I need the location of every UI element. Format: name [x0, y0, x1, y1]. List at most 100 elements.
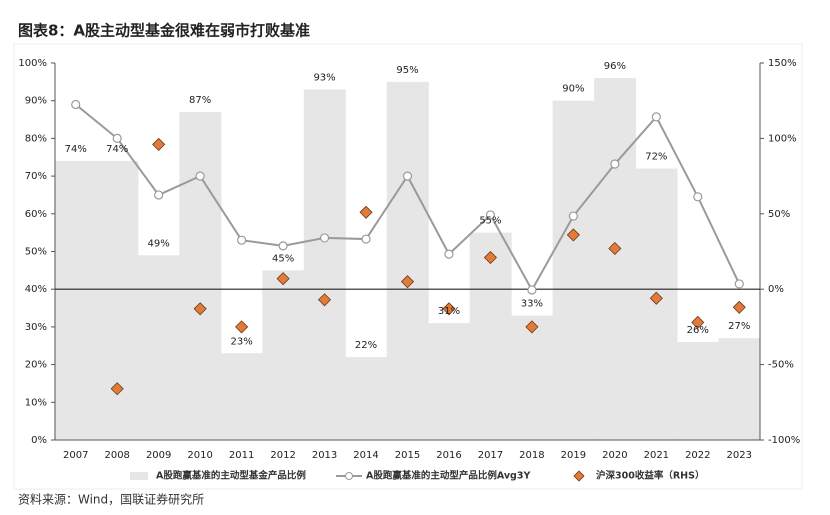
y2-tick-label: 100% — [768, 133, 797, 144]
diamond — [566, 228, 580, 242]
line-point — [278, 241, 288, 251]
source: 资料来源：Wind，国联证券研究所 — [18, 492, 204, 507]
y-tick-label: 0% — [31, 435, 47, 446]
bar — [220, 353, 263, 440]
x-tick-label: 2013 — [312, 450, 337, 461]
lines — [71, 99, 744, 295]
y2-tick-label: -50% — [768, 360, 794, 371]
x-tick-label: 2014 — [353, 450, 378, 461]
diamond — [442, 302, 456, 316]
data-label: 55% — [479, 216, 501, 227]
diamond — [359, 205, 373, 219]
line-point — [402, 171, 413, 181]
bar — [345, 357, 388, 440]
x-tick-label: 2012 — [270, 450, 295, 461]
frame — [13, 43, 803, 490]
bar — [677, 341, 720, 440]
bar — [262, 270, 305, 440]
y-tick-label: 10% — [25, 397, 47, 408]
line-point — [734, 279, 744, 289]
bar — [718, 338, 761, 440]
x-tick-label: 2017 — [478, 450, 503, 461]
x-tick-label: 2020 — [602, 450, 627, 461]
legend-swatch — [130, 472, 148, 480]
line-point — [693, 192, 703, 202]
line-point — [527, 285, 537, 295]
data-label: 22% — [355, 340, 377, 351]
x-tick-label: 2007 — [63, 450, 88, 461]
data-label: 96% — [604, 61, 626, 72]
line-point — [154, 190, 164, 200]
data-label: 72% — [645, 152, 667, 163]
line-point — [610, 159, 620, 169]
legend-swatch — [573, 470, 585, 482]
x-tick-label: 2016 — [436, 450, 461, 461]
data-label: 27% — [728, 321, 750, 332]
diamond — [649, 291, 663, 305]
diamond — [110, 382, 124, 396]
data-label: 87% — [189, 95, 211, 106]
y-tick-label: 100% — [18, 58, 47, 69]
line-point — [651, 112, 661, 122]
data-label: 95% — [396, 65, 418, 76]
x-tick-label: 2018 — [519, 450, 544, 461]
line-point — [319, 233, 330, 243]
diamond — [691, 315, 705, 329]
x-tick-label: 2015 — [395, 450, 420, 461]
line-point — [485, 210, 496, 220]
x-tick-label: 2021 — [644, 450, 669, 461]
diamond — [483, 250, 498, 265]
bar — [96, 161, 139, 440]
line-point — [237, 235, 247, 245]
x-tick-label: 2011 — [229, 450, 254, 461]
diamond — [235, 320, 249, 334]
x-tick-label: 2019 — [561, 450, 586, 461]
y2-tick-label: 50% — [768, 209, 790, 220]
diamond — [276, 272, 290, 286]
x-tick-label: 2010 — [187, 450, 212, 461]
legend-swatch — [345, 472, 353, 480]
legend-label: A股跑赢基准的主动型产品比例Avg3Y — [366, 470, 530, 482]
data-label: 33% — [521, 299, 543, 310]
data-label: 31% — [438, 306, 460, 317]
bar — [55, 161, 97, 440]
bars — [55, 78, 761, 440]
diamond — [400, 275, 415, 289]
x-tick-label: 2008 — [104, 450, 129, 461]
y2-tick-label: 150% — [768, 58, 797, 69]
y-tick-label: 70% — [25, 171, 47, 182]
line-point — [71, 99, 81, 110]
axes: 0% 10% 20% 30% 40% 50% 60% 70% 80% 90% 100% -100% -5… — [18, 58, 800, 461]
bar — [469, 232, 512, 440]
bar — [179, 112, 222, 440]
y2-tick-label: -100% — [768, 435, 800, 446]
x-tick-label: 2022 — [685, 450, 710, 461]
bar — [303, 89, 346, 440]
line-point — [195, 171, 205, 181]
diamond — [525, 320, 539, 334]
y-tick-label: 50% — [25, 247, 47, 258]
diamond — [193, 302, 207, 316]
chart-title: 图表8：A股主动型基金很难在弱市打败基准 — [18, 22, 310, 40]
x-tick-label: 2009 — [146, 450, 171, 461]
points — [110, 137, 746, 396]
data-label: 74% — [65, 144, 87, 155]
data-label: 93% — [313, 72, 335, 83]
y-tick-label: 20% — [25, 360, 47, 371]
diamond — [732, 300, 746, 314]
y-tick-label: 30% — [25, 322, 47, 333]
bar — [428, 323, 471, 440]
line-point — [568, 211, 578, 221]
y-tick-label: 40% — [25, 284, 47, 295]
data-label: 90% — [562, 84, 584, 95]
data-label: 26% — [687, 325, 709, 336]
data-label: 74% — [106, 144, 128, 155]
bar — [386, 81, 429, 440]
bar — [511, 315, 554, 440]
data-label: 49% — [148, 238, 170, 249]
y2-tick-label: 0% — [768, 284, 784, 295]
diamond — [152, 137, 166, 151]
line-point — [444, 249, 454, 259]
y-tick-label: 60% — [25, 209, 47, 220]
